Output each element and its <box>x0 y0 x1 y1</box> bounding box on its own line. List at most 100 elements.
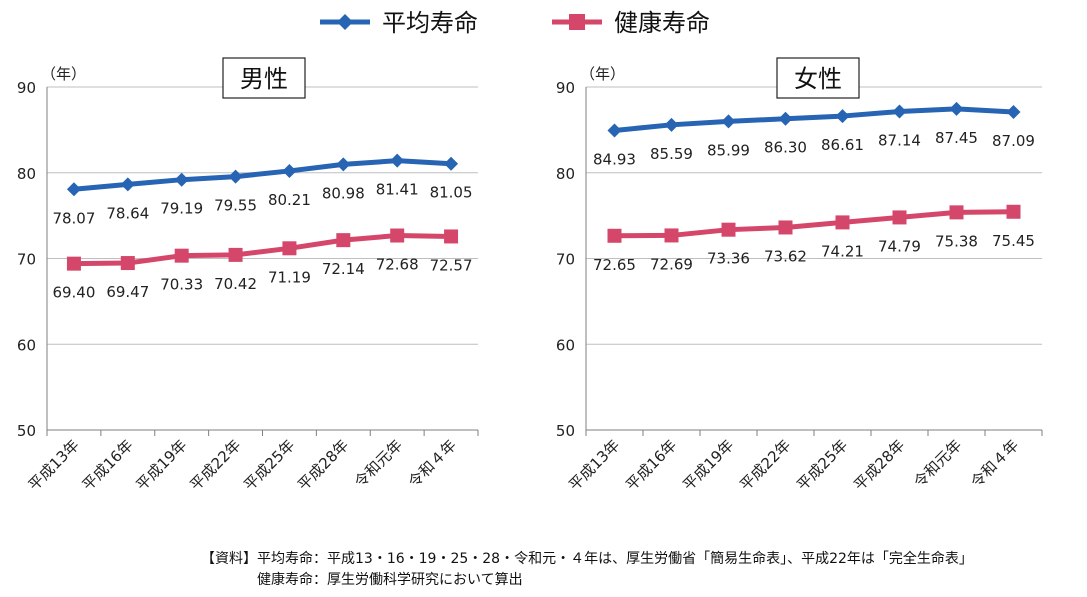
x-tick-label: 平成16年 <box>79 436 137 494</box>
data-point <box>778 111 793 126</box>
series-line-average <box>614 106 1014 133</box>
data-label: 72.14 <box>322 260 365 278</box>
y-tick-label: 60 <box>556 336 575 354</box>
data-point <box>835 109 850 124</box>
x-tick-label: 平成22年 <box>736 436 794 494</box>
y-tick-label: 80 <box>556 165 575 183</box>
legend: 平均寿命 健康寿命 <box>320 9 710 37</box>
data-label: 79.19 <box>160 200 203 218</box>
y-tick-label: 80 <box>17 165 36 183</box>
data-point <box>1006 204 1021 219</box>
legend-marker-diamond-icon <box>337 14 353 30</box>
data-label: 72.69 <box>650 255 693 273</box>
data-point <box>228 247 243 262</box>
y-tick-label: 90 <box>17 79 36 97</box>
x-tick-label: 令和元年 <box>351 436 406 491</box>
y-tick-label: 50 <box>17 422 36 440</box>
x-tick-label: 平成22年 <box>186 436 244 494</box>
x-tick-label: 平成25年 <box>240 436 298 494</box>
data-label: 75.45 <box>992 232 1035 250</box>
y-tick-label: 70 <box>556 251 575 269</box>
data-point <box>120 177 135 192</box>
series-line-healthy <box>73 233 452 267</box>
data-label: 69.47 <box>106 283 149 301</box>
data-point <box>721 222 736 237</box>
data-point <box>66 182 81 197</box>
source-note: 【資料】平均寿命：平成13・16・19・25・28・令和元・４年は、厚生労働省「… <box>201 549 973 591</box>
data-point <box>1006 104 1021 119</box>
data-label: 84.93 <box>593 150 636 168</box>
data-label: 87.09 <box>992 132 1035 150</box>
data-point <box>282 241 297 256</box>
x-tick-label: 平成28年 <box>294 436 352 494</box>
panel-title-box <box>222 57 306 99</box>
source-line-2: 健康寿命：厚生労働科学研究において算出 <box>257 572 523 588</box>
data-label: 78.07 <box>52 209 95 227</box>
data-label: 86.30 <box>764 139 807 157</box>
data-point <box>835 215 850 230</box>
data-point <box>949 205 964 220</box>
y-unit-label: （年） <box>41 65 86 83</box>
data-label: 73.36 <box>707 250 750 268</box>
x-tick-label: 平成13年 <box>565 436 623 494</box>
data-point <box>607 228 622 243</box>
data-point <box>336 233 351 248</box>
x-tick-label: 令和元年 <box>910 436 965 491</box>
data-label: 70.33 <box>160 276 203 294</box>
data-label: 71.19 <box>268 268 311 286</box>
y-tick-label: 90 <box>556 79 575 97</box>
data-label: 75.38 <box>935 232 978 250</box>
data-label: 80.21 <box>268 191 311 209</box>
data-label: 72.65 <box>593 256 636 274</box>
data-point <box>444 229 459 244</box>
x-tick-label: 平成13年 <box>25 436 83 494</box>
data-label: 80.98 <box>322 184 365 202</box>
data-label: 72.57 <box>430 256 473 274</box>
data-point <box>66 256 81 271</box>
data-label: 74.79 <box>878 237 921 255</box>
chart-panel-female: 50 60 70 80 90 （年） 女性平成13年平成16年平成19年平成22年平成25年… <box>556 57 1043 494</box>
data-label: 87.45 <box>935 129 978 147</box>
panel-title-box <box>776 57 860 99</box>
x-tick-label: 令和４年 <box>967 436 1022 491</box>
data-label: 78.64 <box>106 204 149 222</box>
y-tick-label: 70 <box>17 251 36 269</box>
data-label: 74.21 <box>821 242 864 260</box>
data-point <box>949 101 964 116</box>
x-tick-label: 令和４年 <box>405 436 460 491</box>
source-line-1: 【資料】平均寿命：平成13・16・19・25・28・令和元・４年は、厚生労働省「… <box>201 551 973 567</box>
data-point <box>390 153 405 168</box>
data-label: 81.41 <box>376 181 419 199</box>
y-tick-label: 60 <box>17 336 36 354</box>
data-point <box>607 123 622 138</box>
y-tick-label: 50 <box>556 422 575 440</box>
data-label: 87.14 <box>878 132 921 150</box>
data-point <box>228 169 243 184</box>
data-point <box>892 104 907 119</box>
series-line-healthy <box>614 209 1014 239</box>
panel-title: 男性 <box>240 65 288 93</box>
data-point <box>282 163 297 178</box>
data-label: 70.42 <box>214 275 257 293</box>
series-line-average <box>73 158 452 192</box>
panel-title: 女性 <box>794 65 842 93</box>
data-point <box>174 172 189 187</box>
data-point <box>721 114 736 129</box>
data-point <box>336 157 351 172</box>
data-point <box>120 256 135 271</box>
data-point <box>892 210 907 225</box>
data-label: 69.40 <box>52 284 95 302</box>
data-point <box>174 248 189 263</box>
data-point <box>664 228 679 243</box>
x-tick-label: 平成19年 <box>132 436 190 494</box>
data-label: 73.62 <box>764 247 807 265</box>
data-point <box>390 228 405 243</box>
legend-label-2: 健康寿命 <box>614 9 710 37</box>
data-label: 85.59 <box>650 145 693 163</box>
data-label: 72.68 <box>376 256 419 274</box>
data-point <box>664 117 679 132</box>
x-tick-label: 平成16年 <box>622 436 680 494</box>
chart-panel-male: 50 60 70 80 90 （年） 男性平成13年平成16年平成19年平成22年平成25年… <box>17 57 479 494</box>
legend-label-1: 平均寿命 <box>382 9 478 37</box>
